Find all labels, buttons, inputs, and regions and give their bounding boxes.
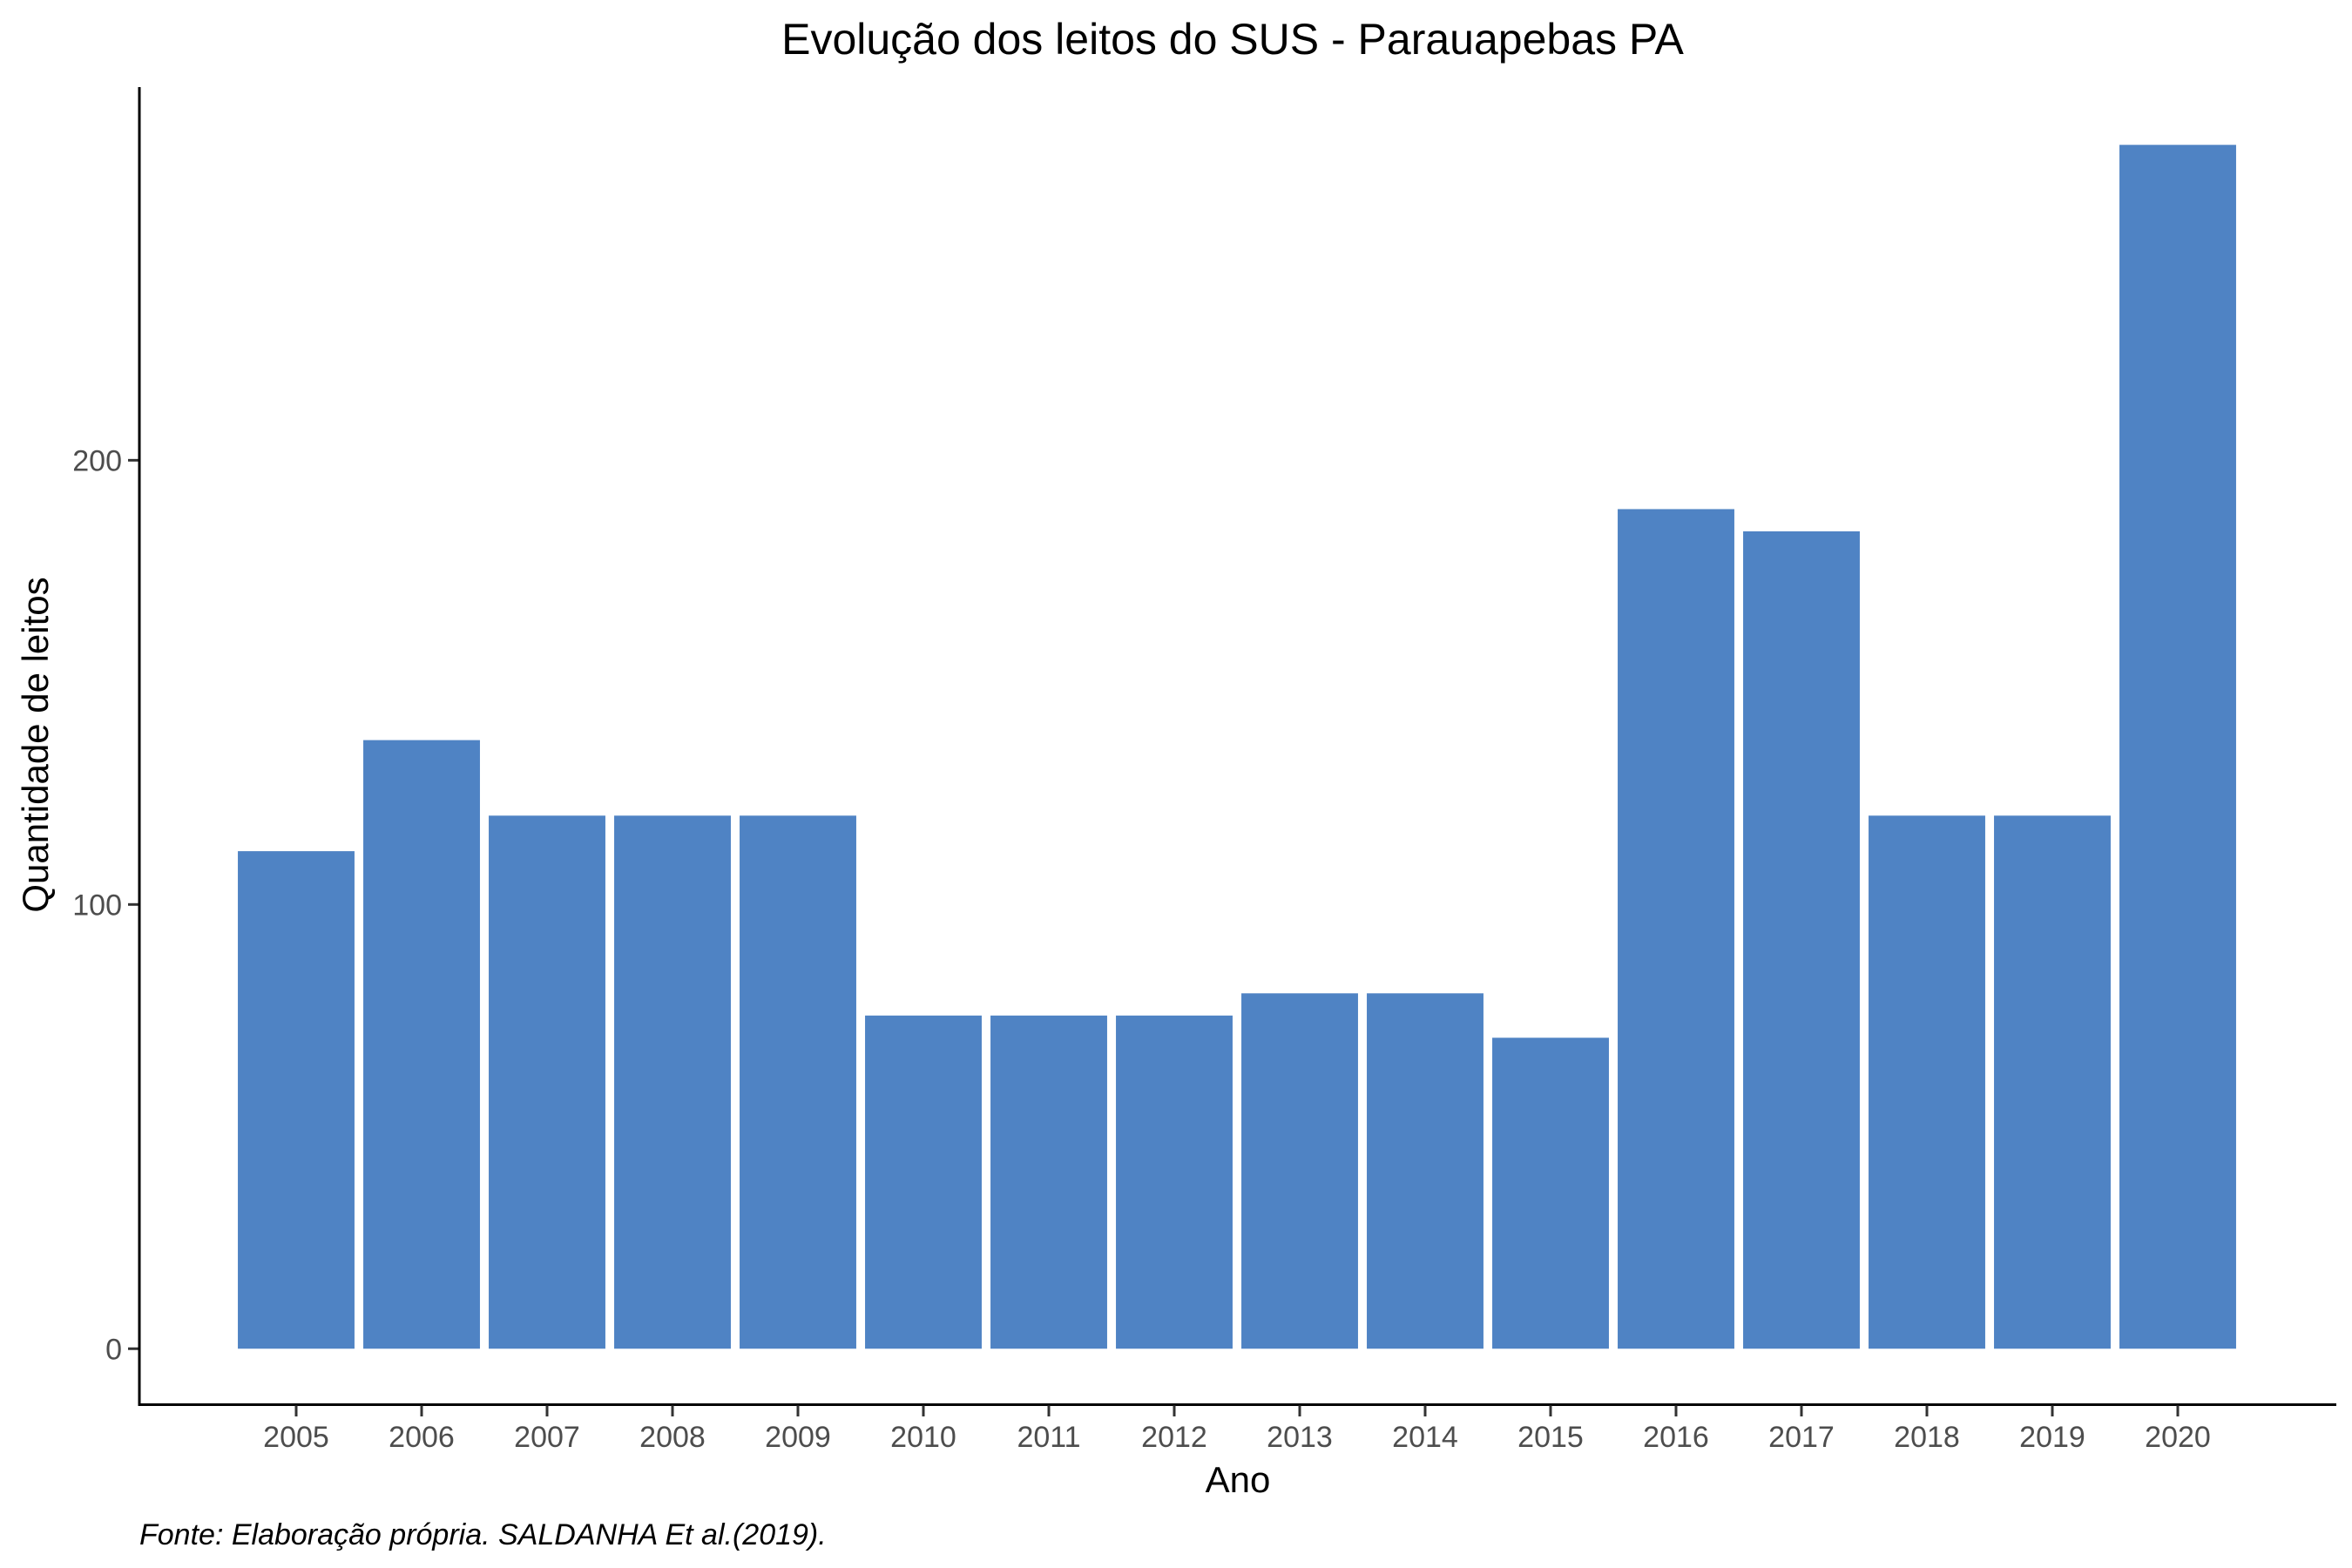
bar-2020 (2119, 145, 2236, 1349)
x-tick-label-2015: 2015 (1517, 1421, 1584, 1454)
bar-2012 (1116, 1015, 1233, 1349)
x-tick-label-2005: 2005 (263, 1421, 329, 1454)
bar-2013 (1241, 993, 1358, 1349)
x-tick-label-2020: 2020 (2145, 1421, 2211, 1454)
y-tick-label-100: 100 (72, 889, 122, 922)
x-tick-label-2018: 2018 (1894, 1421, 1960, 1454)
source-caption: Fonte: Elaboração própria. SALDANHA Et a… (139, 1518, 827, 1551)
bar-2017 (1743, 531, 1860, 1349)
x-tick-label-2017: 2017 (1768, 1421, 1835, 1454)
bar-2016 (1618, 509, 1734, 1349)
bar-2018 (1869, 815, 1985, 1349)
bar-2015 (1492, 1037, 1609, 1349)
y-tick-label-0: 0 (105, 1333, 122, 1366)
y-ticks-layer: 0 100 200 (72, 444, 139, 1366)
y-axis-title: Quantidade de leitos (15, 577, 56, 912)
x-axis-title: Ano (1206, 1459, 1271, 1500)
bar-2011 (990, 1015, 1107, 1349)
x-tick-label-2010: 2010 (890, 1421, 956, 1454)
chart-title: Evolução dos leitos do SUS - Parauapebas… (781, 15, 1684, 64)
bar-2005 (238, 851, 355, 1349)
bar-2014 (1367, 993, 1484, 1349)
bars-layer (238, 145, 2236, 1349)
x-tick-label-2011: 2011 (1017, 1421, 1080, 1454)
x-tick-label-2016: 2016 (1643, 1421, 1709, 1454)
x-tick-label-2014: 2014 (1392, 1421, 1458, 1454)
bar-2019 (1994, 815, 2111, 1349)
bar-2007 (489, 815, 605, 1349)
x-tick-label-2019: 2019 (2019, 1421, 2085, 1454)
x-ticks-layer: 2005 2006 2007 2008 2009 2010 2011 2012 2013 2014… (263, 1405, 2211, 1454)
bar-2009 (740, 815, 856, 1349)
bar-2006 (363, 740, 480, 1349)
bar-2008 (614, 815, 731, 1349)
x-tick-label-2012: 2012 (1141, 1421, 1207, 1454)
x-tick-label-2009: 2009 (765, 1421, 831, 1454)
x-tick-label-2007: 2007 (514, 1421, 580, 1454)
x-tick-label-2008: 2008 (639, 1421, 706, 1454)
x-tick-label-2013: 2013 (1267, 1421, 1333, 1454)
bar-2010 (865, 1015, 982, 1349)
x-tick-label-2006: 2006 (389, 1421, 455, 1454)
y-tick-label-200: 200 (72, 444, 122, 477)
